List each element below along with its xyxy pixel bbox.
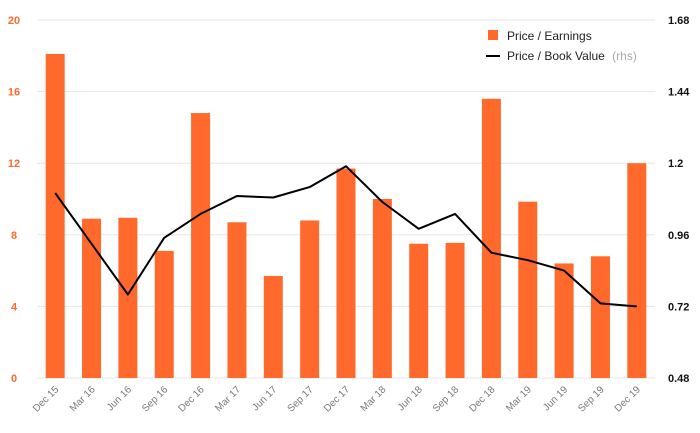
x-tick-label: Dec 16 <box>177 384 207 414</box>
bar-price-earnings <box>481 98 501 378</box>
x-tick-label: Jun 16 <box>105 384 134 413</box>
x-tick-label: Dec 15 <box>31 384 61 414</box>
x-tick-label: Mar 19 <box>504 384 534 414</box>
bar-price-earnings <box>118 217 138 378</box>
line-series-price-book-value <box>54 165 637 308</box>
bar-price-earnings <box>372 199 392 378</box>
left-tick-label: 8 <box>11 230 17 242</box>
x-tick-label: Mar 18 <box>359 384 389 414</box>
bar-price-earnings <box>154 250 174 378</box>
bar-price-earnings <box>445 242 465 378</box>
left-tick-label: 12 <box>8 158 20 170</box>
x-axis-ticks: Dec 15 Mar 16 Jun 16 Sep 16 Dec 16 Mar 17 Jun … <box>31 384 643 415</box>
right-tick-label: 0.48 <box>668 373 689 385</box>
bar-price-earnings <box>336 168 356 378</box>
x-tick-label: Jun 17 <box>250 384 279 413</box>
x-tick-label: Dec 17 <box>322 384 352 414</box>
x-tick-label: Jun 18 <box>396 384 425 413</box>
bar-price-earnings <box>300 220 320 378</box>
legend-label-price-book-value: Price / Book Value (rhs) <box>507 49 637 63</box>
right-tick-label: 1.2 <box>668 158 683 170</box>
right-axis-ticks: 0.48 0.72 0.96 1.2 1.44 1.68 <box>668 15 690 385</box>
x-tick-label: Sep 17 <box>286 384 316 414</box>
legend-swatch-price-earnings <box>488 30 498 40</box>
bar-price-earnings <box>45 54 65 378</box>
bar-price-earnings <box>263 275 283 378</box>
left-axis-ticks: 0 4 8 12 16 20 <box>8 15 20 385</box>
x-tick-label: Dec 18 <box>467 384 497 414</box>
bar-series-price-earnings <box>45 54 647 378</box>
bar-price-earnings <box>590 256 610 378</box>
x-tick-label: Sep 16 <box>140 384 170 414</box>
x-tick-label: Mar 16 <box>68 384 98 414</box>
right-tick-label: 0.96 <box>668 230 689 242</box>
bar-price-earnings <box>82 218 102 378</box>
left-tick-label: 20 <box>8 15 20 27</box>
bar-price-earnings <box>191 113 211 378</box>
legend: Price / Earnings Price / Book Value (rhs… <box>486 29 637 63</box>
x-tick-label: Sep 18 <box>431 384 461 414</box>
bar-price-earnings <box>554 263 574 378</box>
legend-rhs-note: (rhs) <box>612 49 637 63</box>
bar-price-earnings <box>409 243 429 378</box>
right-tick-label: 0.72 <box>668 301 689 313</box>
left-tick-label: 0 <box>11 373 17 385</box>
left-tick-label: 16 <box>8 87 20 99</box>
x-tick-label: Sep 19 <box>576 384 606 414</box>
legend-label-price-book-value-text: Price / Book Value <box>507 49 605 63</box>
bar-price-earnings <box>627 163 647 378</box>
right-tick-label: 1.68 <box>668 15 689 27</box>
left-tick-label: 4 <box>11 301 18 313</box>
bar-price-earnings <box>227 222 247 378</box>
legend-label-price-earnings: Price / Earnings <box>507 29 592 43</box>
bar-price-earnings <box>518 201 538 378</box>
right-tick-label: 1.44 <box>668 87 690 99</box>
x-tick-label: Dec 19 <box>613 384 643 414</box>
x-tick-label: Mar 17 <box>213 384 243 414</box>
x-tick-label: Jun 19 <box>541 384 570 413</box>
